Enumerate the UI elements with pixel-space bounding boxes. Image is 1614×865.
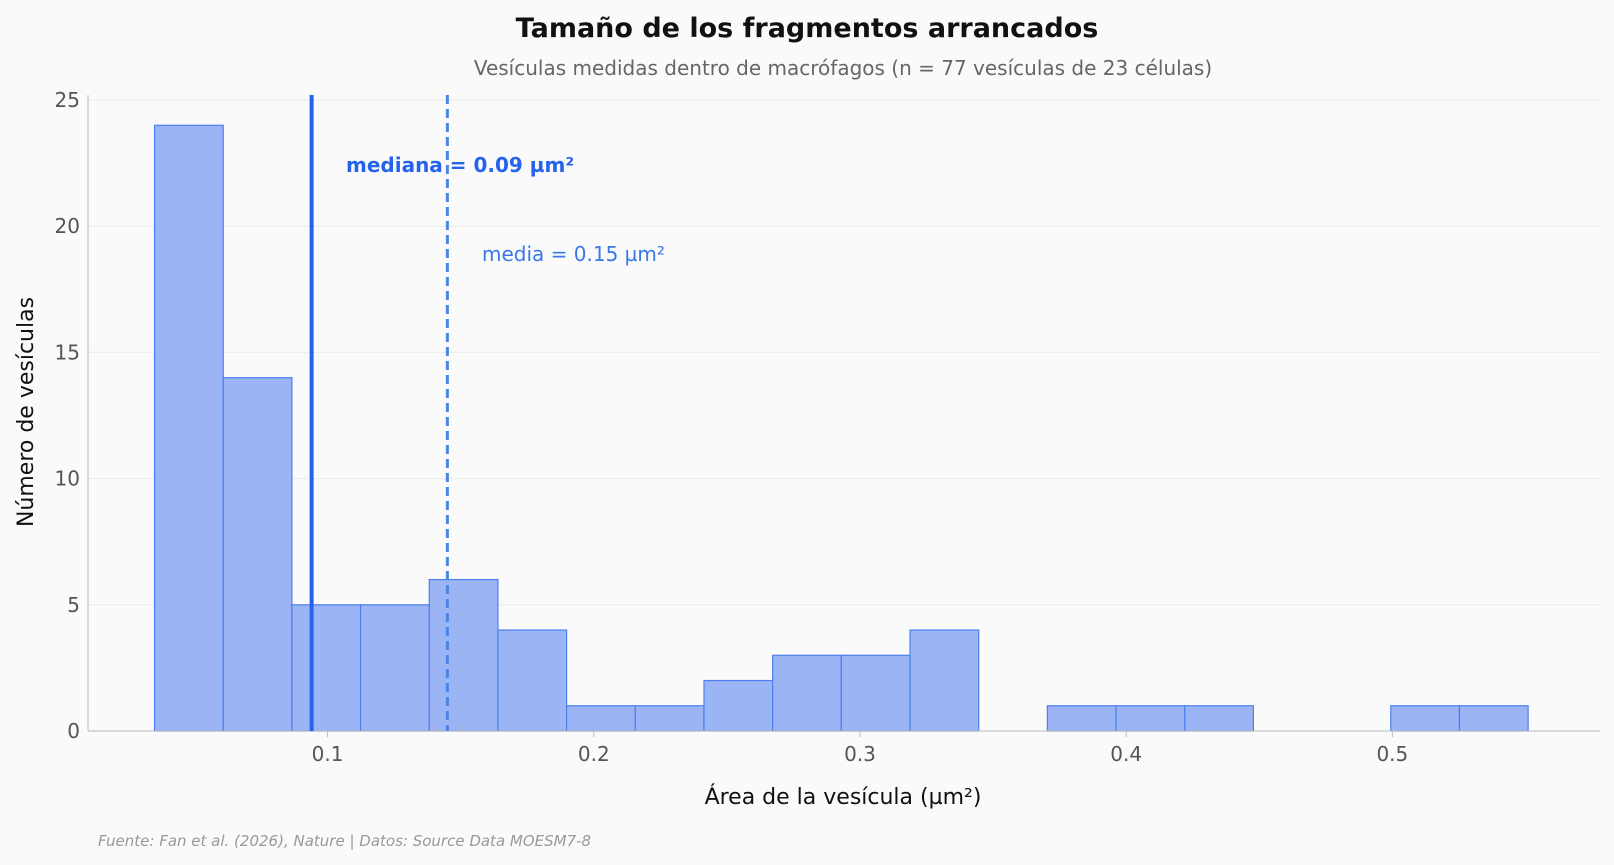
y-tick-label: 10 (55, 467, 80, 491)
histogram-bar (634, 705, 705, 732)
y-tick-label: 5 (67, 593, 80, 617)
histogram-bar (1115, 705, 1186, 732)
reference-lines (309, 95, 449, 731)
histogram-bar (291, 604, 362, 732)
histogram-bar (840, 654, 911, 732)
x-tick-label: 0.4 (1110, 742, 1142, 766)
histogram-bar (772, 654, 842, 732)
histogram-bars (153, 124, 1529, 732)
x-axis-label: Área de la vesícula (µm²) (705, 784, 982, 810)
chart-title: Tamaño de los fragmentos arrancados (516, 13, 1099, 44)
y-tick-label: 15 (55, 340, 80, 364)
axes: 0 5 10 15 20 25 0.1 0.2 0.3 0.4 0.5 (55, 88, 1600, 766)
mean-annotation: media = 0.15 µm² (482, 242, 665, 266)
x-tick-label: 0.3 (844, 742, 876, 766)
histogram-bar (566, 705, 636, 732)
chart-subtitle: Vesículas medidas dentro de macrófagos (… (474, 56, 1212, 80)
histogram-bar (153, 124, 224, 732)
grid-lines (88, 99, 1600, 606)
histogram-bar (909, 629, 980, 732)
y-tick-label: 25 (55, 88, 80, 112)
histogram-bar (222, 377, 293, 732)
y-tick-label: 0 (67, 719, 80, 743)
x-tick-label: 0.2 (578, 742, 610, 766)
histogram-bar (359, 604, 430, 732)
histogram-bar (1046, 705, 1117, 732)
histogram-bar (1184, 705, 1255, 732)
y-tick-label: 20 (55, 214, 80, 238)
histogram-bar (497, 629, 568, 732)
histogram-bar (1458, 705, 1529, 732)
y-axis-label: Número de vesículas (14, 297, 39, 527)
histogram-bar (428, 578, 499, 732)
x-tick-label: 0.1 (312, 742, 344, 766)
histogram-bar (703, 679, 774, 732)
median-annotation: mediana = 0.09 µm² (346, 153, 574, 177)
histogram-bar (1390, 705, 1461, 732)
source-note: Fuente: Fan et al. (2026), Nature | Dato… (98, 832, 591, 850)
x-tick-label: 0.5 (1376, 742, 1408, 766)
